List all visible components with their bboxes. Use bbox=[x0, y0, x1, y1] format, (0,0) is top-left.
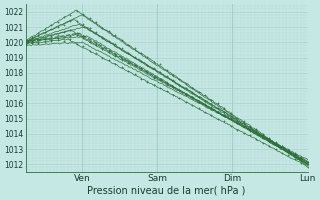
X-axis label: Pression niveau de la mer( hPa ): Pression niveau de la mer( hPa ) bbox=[87, 186, 246, 196]
